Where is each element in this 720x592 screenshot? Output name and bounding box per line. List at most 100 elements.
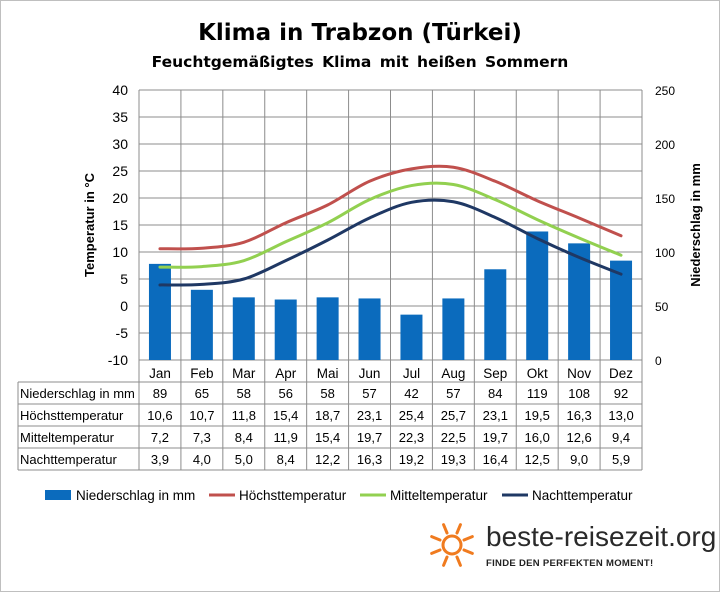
table-cell: 8,4	[235, 430, 253, 445]
grid-layer	[138, 89, 643, 382]
table-cell: 3,9	[151, 452, 169, 467]
sun-ray	[455, 555, 462, 567]
chart-subtitle: Feuchtgemäßigtes Klima mit heißen Sommer…	[151, 53, 569, 71]
table-cell: 11,9	[274, 430, 298, 445]
brand-name: beste-reisezeit.org	[486, 521, 717, 552]
table-cell: 22,5	[441, 430, 466, 445]
table-cell: 8,4	[277, 452, 295, 467]
bar-niederschlag	[442, 298, 465, 360]
x-tick-label: Okt	[527, 366, 548, 381]
table-cell: 5,9	[612, 452, 630, 467]
y-tick-label-right: 0	[655, 354, 662, 368]
x-tick-label: Mar	[232, 366, 256, 381]
table-cell: 10,6	[147, 408, 172, 423]
table-cell: 19,7	[483, 430, 508, 445]
bar-niederschlag	[358, 298, 381, 360]
table-cell: 56	[278, 386, 292, 401]
sun-ray	[430, 535, 442, 542]
table-cell: 57	[446, 386, 460, 401]
x-tick-label: Feb	[190, 366, 213, 381]
x-tick-label: Dez	[609, 366, 633, 381]
y-tick-label-right: 100	[655, 246, 675, 260]
table-cell: 7,2	[151, 430, 169, 445]
table-cell: 13,0	[608, 408, 633, 423]
y-tick-label-left: 0	[120, 298, 128, 314]
y-tick-label-right: 200	[655, 138, 675, 152]
bar-niederschlag	[274, 299, 297, 360]
sun-ray	[462, 535, 474, 542]
data-table: Jan Feb Mar Apr Mai Jun Jul Aug Sep Okt Nov Dez Nied…	[17, 366, 643, 471]
y-tick-label-left: 5	[120, 271, 128, 287]
bar-niederschlag	[526, 231, 549, 360]
y-tick-label-left: 20	[112, 190, 128, 206]
table-cell: 15,4	[273, 408, 298, 423]
y-tick-label-left: 15	[112, 217, 128, 233]
y-axis-label-right: Niederschlag in mm	[688, 163, 703, 287]
x-tick-label: Jun	[359, 366, 381, 381]
table-cell: 16,0	[525, 430, 550, 445]
table-cell: 19,7	[357, 430, 382, 445]
y-tick-label-right: 150	[655, 192, 675, 206]
table-cell: 15,4	[315, 430, 340, 445]
x-tick-label: Jan	[149, 366, 171, 381]
y-axis-label-left: Temperatur in °C	[82, 172, 97, 277]
y-tick-label-left: 10	[112, 244, 128, 260]
table-cell: 89	[153, 386, 167, 401]
line-mitteltemperatur	[158, 181, 623, 269]
sun-ray	[455, 523, 462, 535]
bar-niederschlag	[484, 269, 507, 360]
y-tick-label-left: 40	[112, 82, 128, 98]
x-tick-label: Sep	[483, 366, 507, 381]
legend-label: Niederschlag in mm	[76, 488, 195, 503]
x-tick-label: Apr	[275, 366, 297, 381]
table-cell: 12,2	[315, 452, 340, 467]
table-cell: 16,3	[357, 452, 382, 467]
table-row-label: Nachttemperatur	[20, 452, 117, 467]
table-cell: 18,7	[315, 408, 340, 423]
y-tick-label-right: 250	[655, 84, 675, 98]
table-cell: 92	[614, 386, 628, 401]
legend-swatch-bar	[45, 490, 71, 500]
table-cell: 42	[404, 386, 418, 401]
y-tick-label-left: 35	[112, 109, 128, 125]
table-cell: 12,5	[525, 452, 550, 467]
bar-niederschlag	[316, 297, 339, 360]
x-tick-label: Jul	[403, 366, 420, 381]
sun-ray	[442, 555, 449, 567]
x-tick-label: Nov	[567, 366, 591, 381]
table-row-label: Niederschlag in mm	[20, 386, 135, 401]
table-cell: 16,3	[566, 408, 591, 423]
table-cell: 23,1	[483, 408, 508, 423]
bar-layer	[148, 231, 633, 360]
table-cell: 23,1	[357, 408, 382, 423]
legend-label: Höchsttemperatur	[239, 488, 347, 503]
x-tick-label: Mai	[317, 366, 339, 381]
bar-niederschlag	[568, 243, 591, 360]
y-tick-label-left: -5	[116, 325, 129, 341]
table-cell: 12,6	[566, 430, 591, 445]
y-tick-label-left: -10	[108, 352, 128, 368]
axis-layer: -10 -5 0 5 10 15 20 25 30 35 40 0 50 100 150 200 250 Temp…	[82, 82, 703, 368]
table-cell: 65	[195, 386, 209, 401]
table-cell: 84	[488, 386, 502, 401]
table-cell: 25,4	[399, 408, 424, 423]
bar-niederschlag	[190, 289, 213, 360]
y-tick-label-right: 50	[655, 300, 669, 314]
y-tick-label-left: 25	[112, 163, 128, 179]
table-cell: 19,3	[441, 452, 466, 467]
line-layer	[158, 164, 623, 287]
table-cell: 19,5	[525, 408, 550, 423]
line-nachttemperatur	[158, 198, 623, 287]
table-cell: 16,4	[483, 452, 508, 467]
legend: Niederschlag in mm Höchsttemperatur Mittel…	[45, 488, 633, 503]
bar-niederschlag	[610, 260, 633, 360]
table-row-label: Höchsttemperatur	[20, 408, 124, 423]
legend-label: Nachttemperatur	[532, 488, 633, 503]
brand-tagline: FINDE DEN PERFEKTEN MOMENT!	[486, 558, 654, 569]
table-cell: 4,0	[193, 452, 211, 467]
table-cell: 108	[568, 386, 590, 401]
line-höchsttemperatur	[158, 164, 623, 251]
bar-niederschlag	[232, 297, 255, 360]
table-cell: 57	[362, 386, 376, 401]
